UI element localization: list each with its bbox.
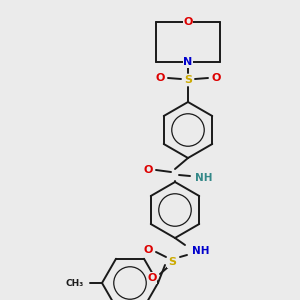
Text: S: S bbox=[184, 75, 192, 85]
Text: N: N bbox=[183, 57, 193, 67]
Text: O: O bbox=[147, 273, 157, 283]
Text: O: O bbox=[143, 245, 153, 255]
Text: NH: NH bbox=[195, 173, 213, 183]
Text: O: O bbox=[155, 73, 165, 83]
Text: O: O bbox=[183, 17, 193, 27]
Text: S: S bbox=[168, 257, 176, 267]
Text: CH₃: CH₃ bbox=[66, 278, 84, 287]
Text: NH: NH bbox=[192, 246, 210, 256]
Text: O: O bbox=[211, 73, 221, 83]
Text: O: O bbox=[143, 165, 153, 175]
